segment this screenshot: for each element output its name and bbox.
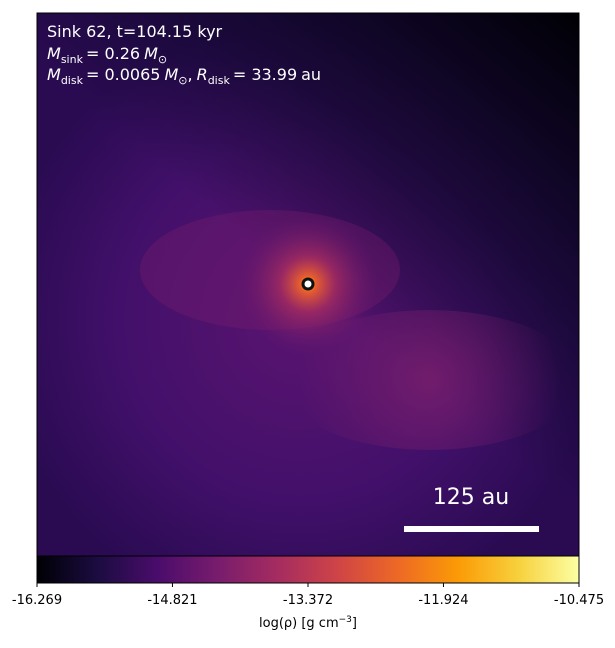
colorbar-tick-label: -16.269 <box>12 593 62 608</box>
sink-marker <box>301 277 315 291</box>
scale-bar-label: 125 au <box>433 485 509 510</box>
colorbar-tick-label: -13.372 <box>283 593 333 608</box>
colorbar <box>36 555 580 584</box>
annotation: Msink = 0.26 M⊙ <box>47 44 167 66</box>
colorbar-tick-label: -10.475 <box>554 593 604 608</box>
colorbar-tick-label: -14.821 <box>147 593 197 608</box>
annotation: Mdisk = 0.0065 M⊙, Rdisk = 33.99 au <box>47 65 321 87</box>
annotation: Sink 62, t=104.15 kyr <box>47 22 223 41</box>
colorbar-label: log(ρ) [g cm−3] <box>259 615 357 631</box>
scale-bar <box>404 526 539 532</box>
density-image <box>36 12 580 557</box>
colorbar-tick-label: -11.924 <box>418 593 468 608</box>
